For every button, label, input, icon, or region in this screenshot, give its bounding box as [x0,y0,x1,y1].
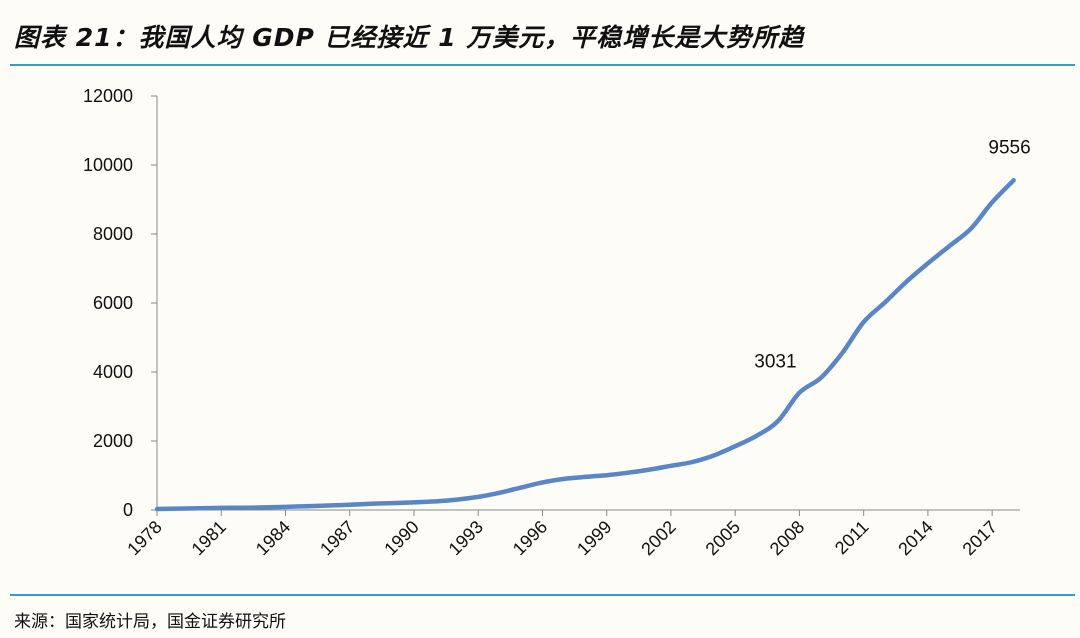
y-tick-label: 4000 [93,362,133,382]
y-tick-label: 12000 [83,86,133,106]
title-divider [10,64,1075,66]
x-tick-label: 1993 [445,517,487,559]
x-tick-label: 2011 [831,517,873,559]
x-tick-label: 2002 [637,517,679,559]
footer-divider [10,594,1075,596]
x-tick-label: 2014 [894,517,936,559]
data-label-2018: 9556 [988,137,1030,158]
data-label-2008: 3031 [754,352,796,373]
x-tick-label: 1996 [509,517,551,559]
y-tick-label: 0 [123,500,133,520]
x-tick-label: 1984 [252,517,294,559]
x-tick-label: 1999 [573,517,615,559]
y-tick-label: 2000 [93,431,133,451]
source-note: 来源：国家统计局，国金证券研究所 [14,612,286,632]
series-line-gdp-per-capita [154,178,1016,512]
line-chart: 0 2000 4000 6000 8000 10000 12000 1978 1981 1984 1… [83,86,1031,559]
x-tick-label: 2005 [702,517,744,559]
y-tick-label: 8000 [93,224,133,244]
x-tick-label: 1987 [316,517,358,559]
chart-title: 图表 21：我国人均 GDP 已经接近 1 万美元，平稳增长是大势所趋 [14,23,805,52]
x-tick-label: 2008 [766,517,808,559]
x-tick-label: 2017 [959,517,1001,559]
x-tick-label: 1978 [123,517,165,559]
y-tick-label: 10000 [83,155,133,175]
x-tick-label: 1990 [380,517,422,559]
x-tick-label: 1981 [188,517,230,559]
y-tick-label: 6000 [93,293,133,313]
